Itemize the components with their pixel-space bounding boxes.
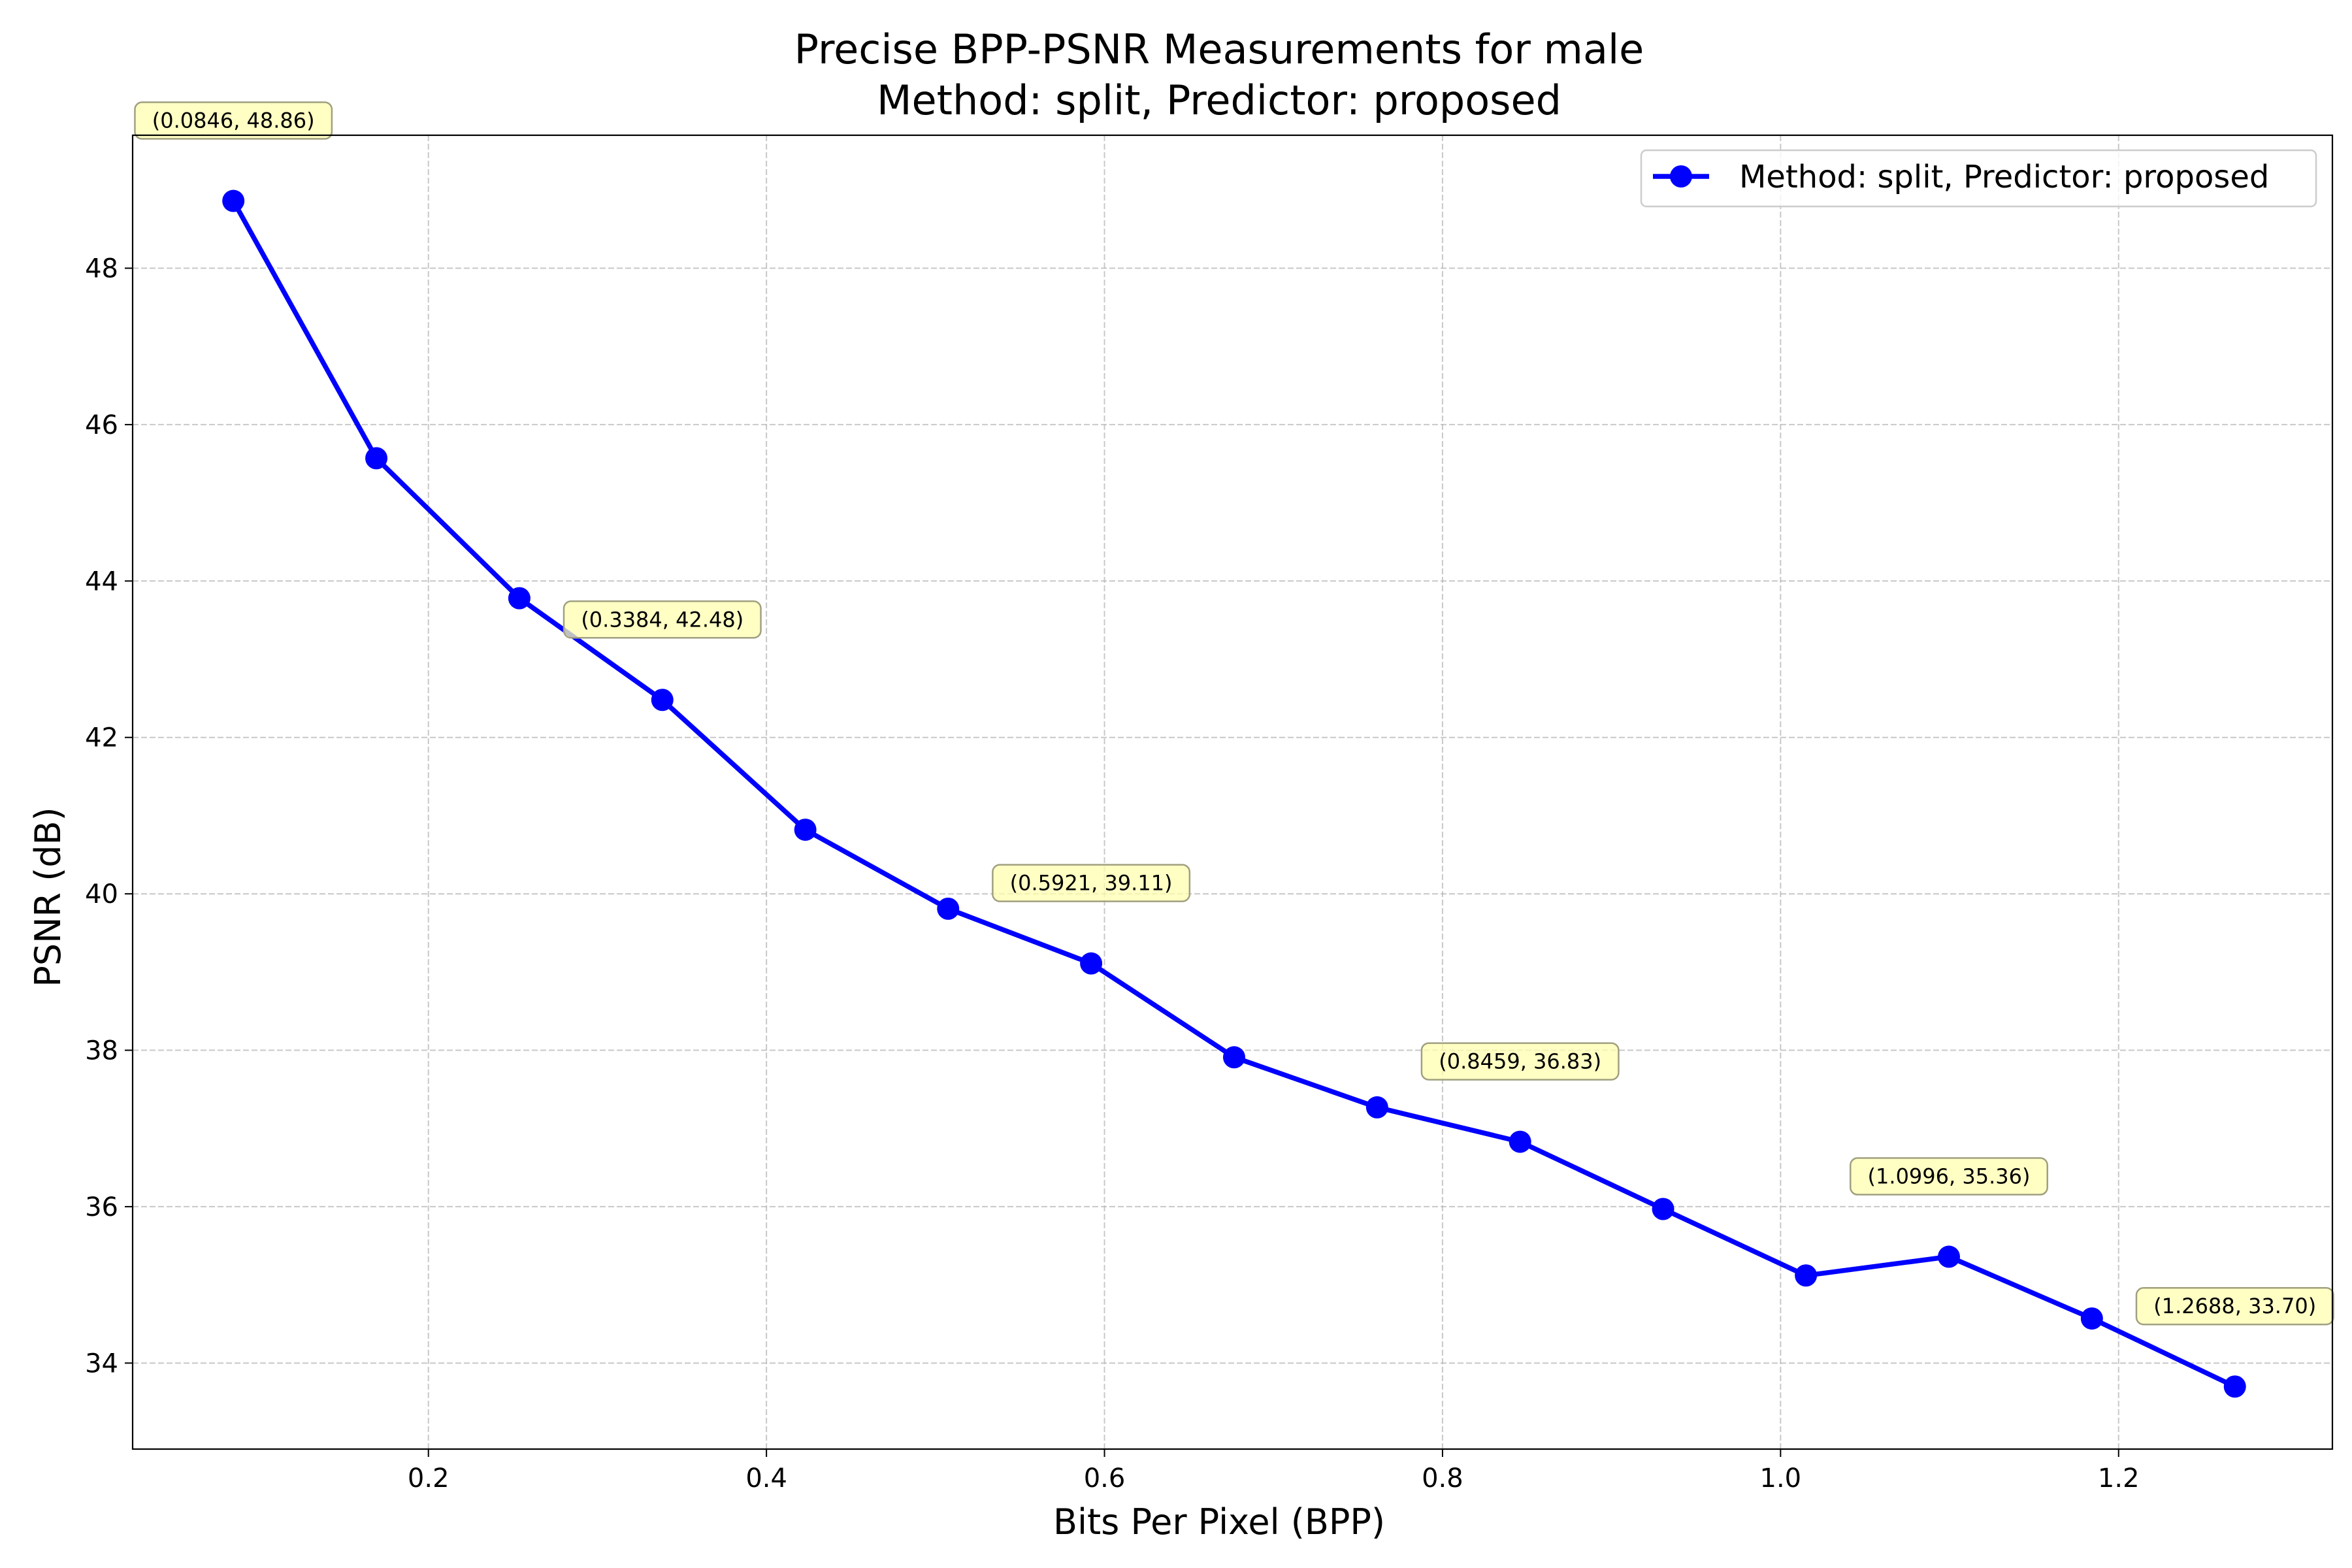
annotation: (0.5921, 39.11) xyxy=(992,864,1191,902)
annotation-box xyxy=(2135,1286,2334,1326)
data-point xyxy=(937,897,960,920)
y-tick-label: 48 xyxy=(85,253,118,284)
annotation-label: (0.0846, 48.86) xyxy=(152,108,315,133)
data-point xyxy=(794,818,817,841)
y-tick-label: 46 xyxy=(85,410,118,440)
annotation-label: (0.5921, 39.11) xyxy=(1010,871,1173,896)
data-point xyxy=(1652,1198,1674,1220)
data-point xyxy=(1938,1245,1961,1268)
annotation: (0.8459, 36.83) xyxy=(1420,1042,1620,1081)
data-point xyxy=(1080,952,1103,975)
data-point xyxy=(365,447,388,470)
x-tick-label: 0.4 xyxy=(745,1463,787,1494)
annotation-box xyxy=(992,864,1191,902)
annotation-box xyxy=(1850,1157,2049,1196)
x-tick-label: 0.2 xyxy=(408,1463,449,1494)
annotation-label: (1.0996, 35.36) xyxy=(1868,1164,2031,1189)
annotation-box xyxy=(134,101,333,140)
data-point xyxy=(1365,1096,1388,1119)
y-axis-label: PSNR (dB) xyxy=(27,807,69,987)
y-tick-label: 34 xyxy=(85,1348,118,1379)
y-tick-label: 38 xyxy=(85,1036,118,1066)
data-point xyxy=(1509,1130,1531,1153)
y-tick-label: 36 xyxy=(85,1192,118,1222)
annotation-box xyxy=(563,600,762,639)
axis-ticks: 0.2 0.4 0.6 0.8 1.0 1.2 34 36 38 40 42 44 46 48 xyxy=(85,253,2139,1494)
annotation-box xyxy=(1420,1042,1620,1081)
x-axis-label: Bits Per Pixel (BPP) xyxy=(1053,1501,1385,1543)
y-tick-label: 44 xyxy=(85,566,118,596)
data-point xyxy=(508,587,531,610)
annotation: (1.0996, 35.36) xyxy=(1850,1157,2049,1196)
chart-subtitle: Method: split, Predictor: proposed xyxy=(877,76,1561,124)
data-point xyxy=(1222,1046,1245,1069)
chart-title: Precise BPP-PSNR Measurements for male xyxy=(794,25,1644,73)
annotation-label: (0.3384, 42.48) xyxy=(581,607,743,632)
x-tick-label: 0.8 xyxy=(1422,1463,1463,1494)
legend: Method: split, Predictor: proposed xyxy=(1640,149,2317,208)
y-tick-label: 40 xyxy=(85,879,118,909)
x-tick-label: 1.0 xyxy=(1760,1463,1802,1494)
data-point xyxy=(1795,1264,1818,1287)
plot-frame xyxy=(131,134,2334,1450)
annotation-layer: (0.0846, 48.86) (0.3384, 42.48) (0.5921, 3… xyxy=(134,101,2334,1326)
annotation: (0.0846, 48.86) xyxy=(134,101,333,140)
legend-box xyxy=(1640,149,2317,208)
legend-marker-sample xyxy=(1670,165,1692,188)
data-point xyxy=(222,189,245,212)
data-point xyxy=(2223,1375,2246,1398)
data-point xyxy=(2080,1307,2103,1330)
annotation-label: (0.8459, 36.83) xyxy=(1439,1049,1601,1074)
data-point xyxy=(651,689,674,711)
x-tick-label: 1.2 xyxy=(2098,1463,2140,1494)
y-tick-label: 42 xyxy=(85,723,118,753)
annotation-label: (1.2688, 33.70) xyxy=(2153,1294,2316,1318)
annotation: (0.3384, 42.48) xyxy=(563,600,762,639)
x-tick-label: 0.6 xyxy=(1084,1463,1126,1494)
legend-label-series-1: Method: split, Predictor: proposed xyxy=(1739,159,2269,195)
annotation: (1.2688, 33.70) xyxy=(2135,1286,2334,1326)
